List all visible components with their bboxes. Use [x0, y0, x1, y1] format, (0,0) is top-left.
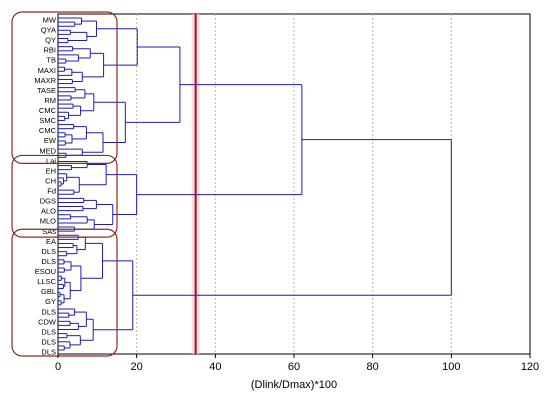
leaf-label: TASE	[37, 86, 56, 95]
x-axis-title: (Dlink/Dmax)*100	[251, 379, 337, 391]
leaf-label: EH	[46, 166, 56, 175]
x-axis-ticks: 0 20 40 60 80 100 120	[55, 354, 539, 373]
cluster-box	[11, 154, 118, 238]
leaf-label: DLS	[41, 247, 56, 256]
leaf-label: EA	[46, 237, 56, 246]
leaf-label: Lai	[46, 156, 56, 165]
x-tick-label: 100	[442, 361, 460, 373]
x-tick-label: 40	[209, 361, 221, 373]
cluster-box	[11, 11, 118, 164]
leaf-label: CDW	[38, 317, 57, 326]
leaf-label: DLS	[41, 257, 56, 266]
leaf-label: ESOU	[35, 267, 56, 276]
leaf-label: EW	[44, 136, 57, 145]
leaf-label: GY	[45, 297, 56, 306]
leaf-label: SAs	[42, 227, 56, 236]
leaf-label: CMC	[39, 126, 57, 135]
leaf-label: TB	[46, 56, 56, 65]
leaf-label: SMC	[39, 116, 56, 125]
leaf-label: RBI	[43, 46, 56, 55]
x-tick-label: 0	[55, 361, 61, 373]
leaf-label: DGS	[40, 197, 56, 206]
x-tick-label: 80	[367, 361, 379, 373]
leaf-label: DLS	[41, 337, 56, 346]
leaf-label: ALO	[41, 207, 56, 216]
leaf-label: DLS	[41, 307, 56, 316]
cluster-boxes	[11, 11, 118, 357]
leaf-label: CH	[45, 176, 56, 185]
leaf-label: LLSC	[37, 277, 56, 286]
leaf-label: GBL	[41, 287, 56, 296]
leaf-label: MW	[43, 16, 57, 25]
leaf-label: MAXI	[38, 66, 56, 75]
leaf-label: MAXR	[34, 76, 56, 85]
x-tick-label: 120	[521, 361, 539, 373]
leaf-label: QY	[45, 36, 56, 45]
cluster-box	[11, 228, 118, 357]
leaf-label: CMC	[39, 106, 57, 115]
leaf-label: Fd	[47, 187, 56, 196]
leaf-label: MED	[39, 146, 56, 155]
leaf-label: MLO	[40, 217, 56, 226]
x-tick-label: 20	[131, 361, 143, 373]
leaf-label: DLS	[41, 327, 56, 336]
leaf-label: DLS	[41, 348, 56, 357]
leaf-labels: MWQYAQYRBITBMAXIMAXRTASERMCMCSMCCMCEWMED…	[34, 16, 57, 357]
leaf-label: RM	[44, 96, 56, 105]
x-tick-label: 60	[288, 361, 300, 373]
leaf-label: QYA	[41, 26, 56, 35]
dendrogram-branches	[58, 17, 452, 351]
